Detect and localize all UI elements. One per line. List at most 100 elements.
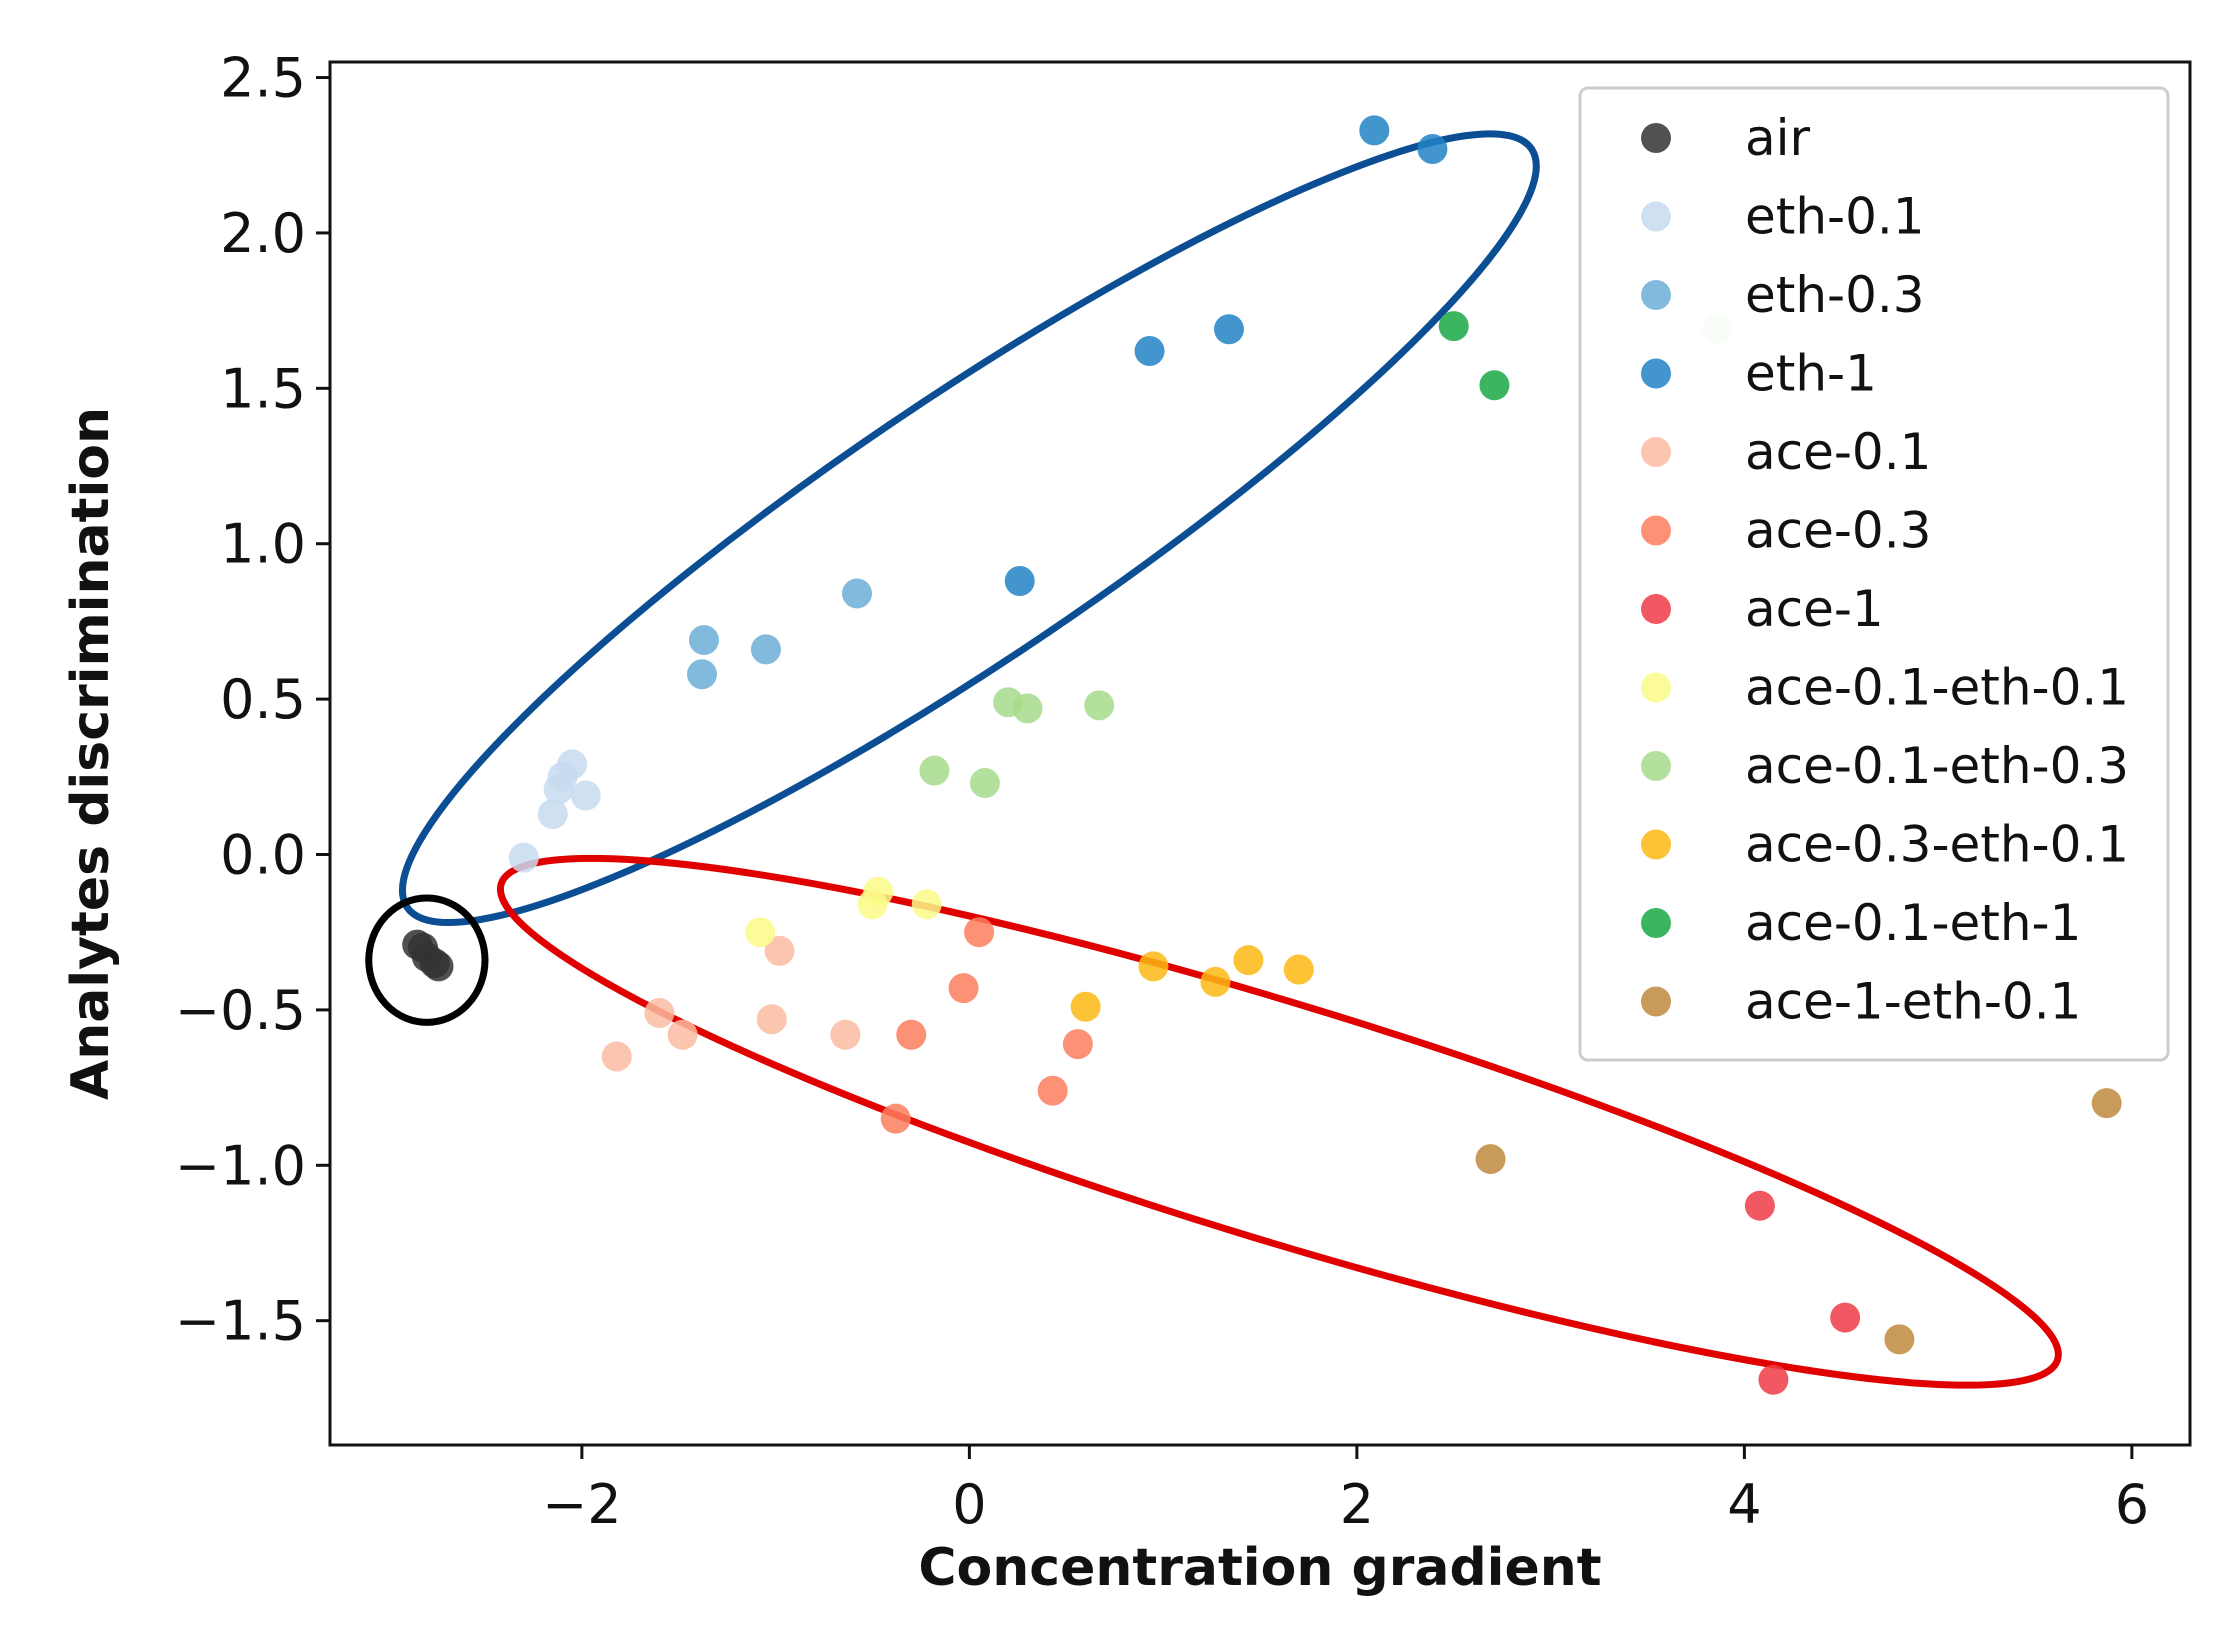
data-point	[688, 625, 719, 656]
data-point	[750, 634, 781, 665]
y-tick-label: 1.5	[220, 357, 306, 420]
data-point	[508, 842, 539, 873]
data-point	[1884, 1324, 1915, 1355]
data-point	[601, 1041, 632, 1072]
legend-label: ace-0.3	[1745, 502, 1931, 560]
data-point	[880, 1103, 911, 1134]
legend-marker	[1641, 358, 1671, 389]
series-eth-1	[1004, 115, 1448, 597]
series-ace-0.1-eth-1	[1438, 311, 1510, 401]
annotation-layer	[365, 130, 2062, 1389]
data-point	[1012, 693, 1043, 724]
data-point	[1830, 1302, 1861, 1333]
data-point	[537, 799, 568, 830]
data-point	[764, 935, 795, 966]
data-point	[1084, 690, 1115, 721]
x-tick-label: −2	[542, 1473, 622, 1536]
data-point	[857, 889, 888, 920]
legend-marker	[1641, 201, 1671, 232]
cluster-ellipse-0	[398, 130, 1540, 927]
y-tick-label: 1.0	[220, 513, 306, 576]
series-ace-0.1-eth-0.1	[745, 876, 942, 948]
legend-marker	[1641, 437, 1671, 467]
x-tick-label: 6	[2115, 1473, 2149, 1536]
y-tick-label: −1.5	[175, 1290, 306, 1353]
series-ace-1	[1744, 1190, 1861, 1395]
data-point	[1479, 370, 1510, 401]
legend-marker	[1641, 515, 1671, 546]
data-point	[969, 768, 1000, 799]
legend-marker	[1641, 908, 1671, 938]
legend-label: ace-1	[1745, 580, 1884, 638]
data-point	[745, 917, 776, 948]
legend-marker	[1641, 986, 1671, 1017]
y-axis-label: Analytes discrimination	[61, 407, 121, 1100]
data-point	[1475, 1144, 1506, 1175]
x-axis: −2 0 2 4 6	[542, 1445, 2149, 1536]
x-tick-label: 2	[1340, 1473, 1374, 1536]
data-point	[964, 917, 995, 948]
x-tick-label: 4	[1727, 1473, 1761, 1536]
data-point	[644, 998, 675, 1029]
y-tick-label: −1.0	[175, 1134, 306, 1197]
legend-marker	[1641, 280, 1671, 310]
x-tick-label: 0	[952, 1473, 986, 1536]
data-point	[570, 780, 601, 811]
data-point	[896, 1019, 927, 1050]
x-axis-label: Concentration gradient	[918, 1538, 1601, 1598]
legend-label: ace-0.1-eth-0.1	[1745, 659, 2129, 717]
series-ace-1-eth-0.1	[1475, 1088, 2122, 1355]
data-point	[1138, 951, 1169, 982]
legend-label: eth-0.1	[1745, 188, 1925, 246]
data-point	[1062, 1029, 1093, 1060]
data-point	[1214, 314, 1244, 345]
legend-label: ace-0.1-eth-1	[1745, 894, 2081, 952]
data-point	[2091, 1088, 2122, 1119]
series-ace-0.3-eth-0.1	[1070, 945, 1314, 1022]
legend-label: eth-0.3	[1745, 266, 1925, 324]
data-point	[830, 1019, 861, 1050]
series-ace-0.1	[601, 935, 861, 1072]
data-point	[1200, 966, 1231, 997]
data-point	[1283, 954, 1314, 985]
legend-label: air	[1745, 109, 1811, 167]
data-point	[1359, 115, 1390, 146]
legend-marker	[1641, 123, 1671, 153]
data-point	[543, 774, 574, 805]
y-tick-label: 2.0	[220, 202, 306, 265]
legend-label: ace-1-eth-0.1	[1745, 973, 2081, 1031]
legend-label: ace-0.1-eth-0.3	[1745, 737, 2129, 795]
y-tick-label: −0.5	[175, 979, 306, 1042]
data-point	[948, 973, 979, 1004]
data-point	[1134, 336, 1165, 367]
legend-marker	[1641, 751, 1671, 781]
data-point	[919, 755, 950, 786]
y-axis: −1.5 −1.0 −0.5 0.0 0.5 1.0 1.5 2.0 2.5	[175, 47, 330, 1353]
y-tick-label: 0.0	[220, 824, 306, 887]
data-point	[667, 1019, 698, 1050]
data-point	[1004, 566, 1035, 597]
data-point	[756, 1004, 787, 1035]
legend[interactable]: air eth-0.1 eth-0.3 eth-1 ace-0.1 ace-0.3 ace-…	[1578, 86, 2170, 1062]
data-point	[911, 889, 942, 920]
legend-marker	[1641, 672, 1671, 703]
series-ace-0.3	[880, 917, 1093, 1134]
legend-marker	[1641, 594, 1671, 624]
legend-label: ace-0.3-eth-0.1	[1745, 816, 2129, 874]
data-point	[1070, 991, 1101, 1022]
y-tick-label: 2.5	[220, 47, 306, 110]
data-point	[687, 659, 717, 690]
plot-frame	[328, 60, 2192, 1447]
data-point	[1438, 311, 1469, 342]
series-eth-0.3	[687, 578, 872, 690]
data-point	[842, 578, 872, 609]
legend-label: ace-0.1	[1745, 423, 1931, 481]
data-point	[1744, 1190, 1775, 1221]
cluster-ellipse-2	[365, 894, 489, 1026]
y-tick-label: 0.5	[220, 668, 306, 731]
cluster-ellipse-1	[496, 854, 2062, 1389]
data-point	[1233, 945, 1264, 976]
series-air	[402, 929, 454, 982]
data-point	[423, 951, 454, 982]
